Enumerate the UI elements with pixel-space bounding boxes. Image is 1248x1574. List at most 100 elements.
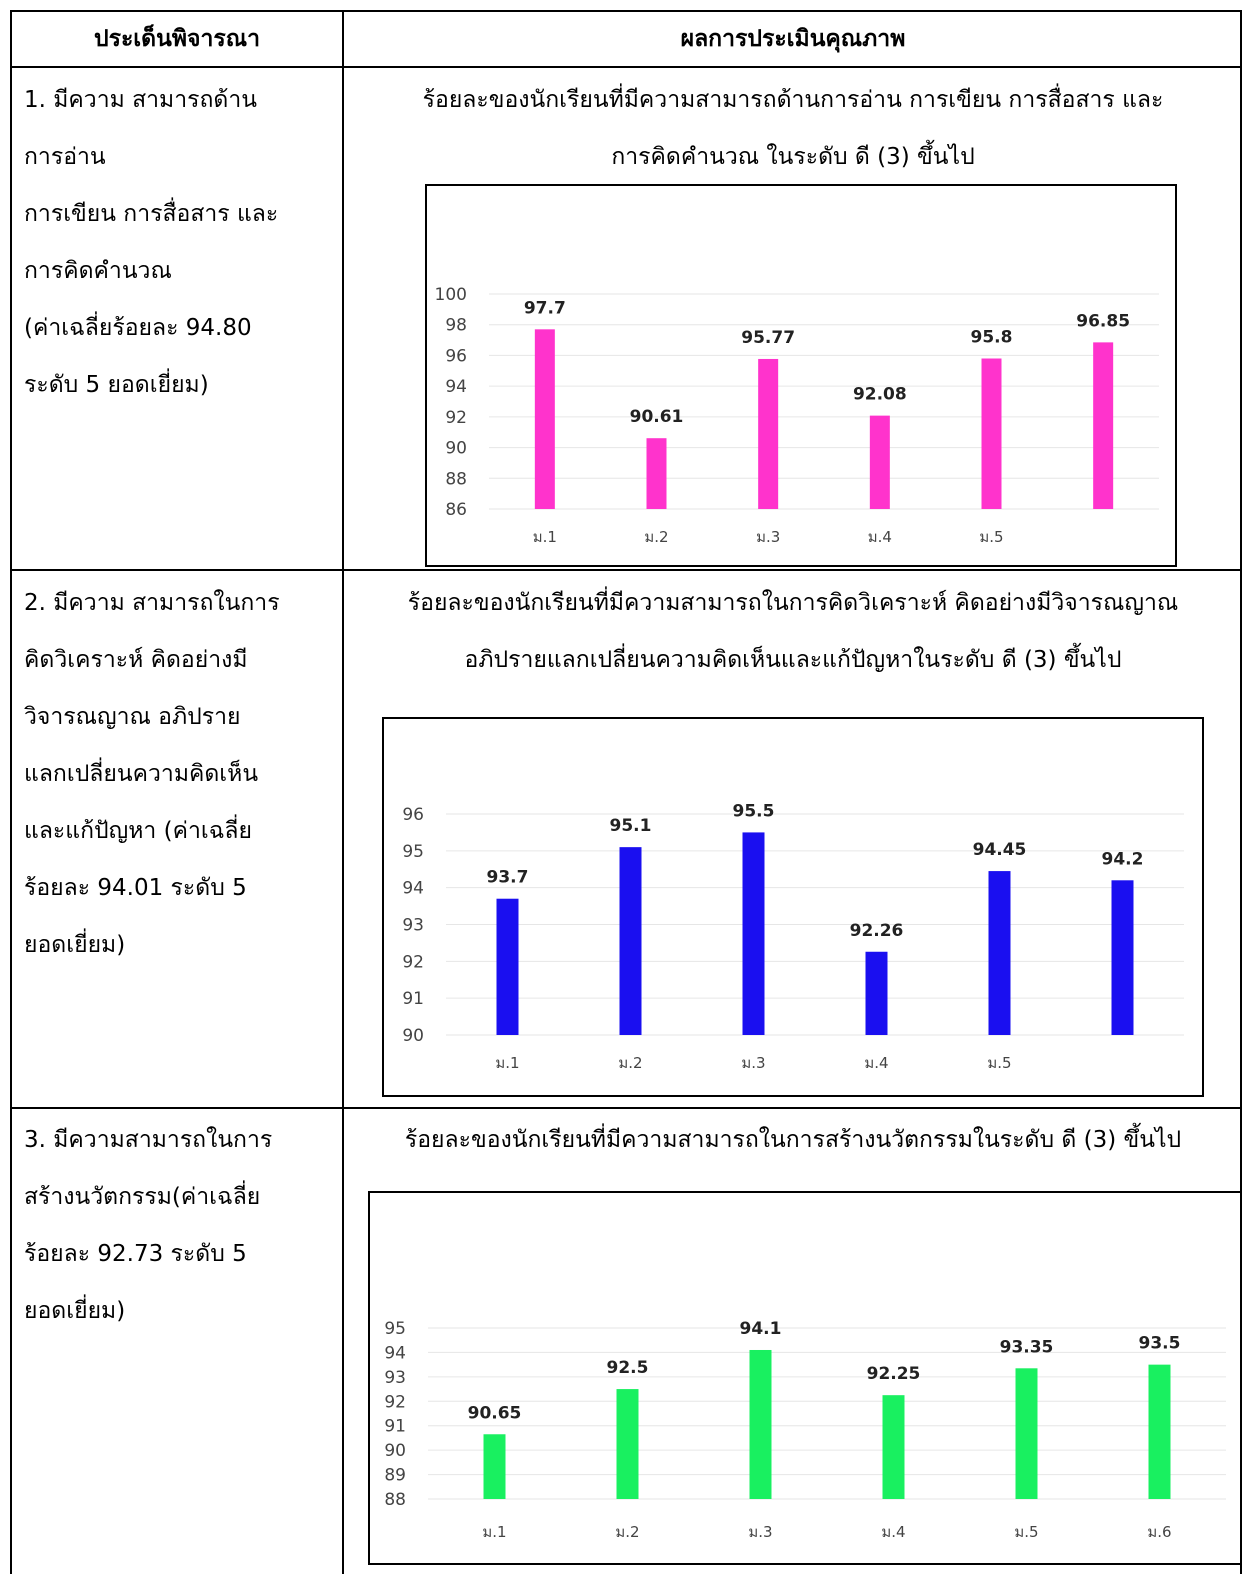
criterion-line: และแก้ปัญหา (ค่าเฉลี่ย bbox=[24, 818, 252, 844]
criterion-line: (ค่าเฉลี่ยร้อยละ 94.80 bbox=[24, 315, 252, 341]
criterion-line: สร้างนวัตกรรม(ค่าเฉลี่ย bbox=[24, 1184, 261, 1210]
y-tick-label: 96 bbox=[402, 805, 424, 825]
chart-1: 100 98 96 94 92 90 88 86 97.7 90.61 95.77 92.08 95.8… bbox=[425, 184, 1177, 567]
x-tick-label: ม.4 bbox=[868, 528, 892, 546]
y-tick-label: 90 bbox=[445, 439, 467, 459]
bar bbox=[865, 951, 888, 1035]
header-results: ผลการประเมินคุณภาพ bbox=[680, 26, 906, 52]
criterion-line: ยอดเยี่ยม) bbox=[24, 932, 126, 958]
data-label: 96.85 bbox=[1076, 311, 1130, 331]
y-tick-label: 90 bbox=[384, 1441, 406, 1461]
data-label: 97.7 bbox=[524, 298, 566, 318]
y-tick-label: 93 bbox=[384, 1368, 406, 1388]
x-tick-label: ม.1 bbox=[533, 528, 557, 546]
criterion-line: ยอดเยี่ยม) bbox=[24, 1298, 126, 1324]
x-tick-label: ม.2 bbox=[618, 1054, 642, 1072]
bar bbox=[1111, 880, 1134, 1035]
criterion-2: 2. มีความ สามารถในการ คิดวิเคราะห์ คิดอย… bbox=[24, 575, 329, 974]
column-divider bbox=[342, 12, 344, 1574]
criterion-line: ระดับ 5 ยอดเยี่ยม) bbox=[24, 372, 209, 398]
y-tick-label: 89 bbox=[384, 1466, 406, 1486]
y-tick-label: 94 bbox=[384, 1343, 406, 1363]
bar-chart-svg: 96 95 94 93 92 91 90 93.7 95.1 95.5 92.26 94.45 94.2… bbox=[402, 801, 1184, 1072]
y-tick-label: 91 bbox=[402, 989, 424, 1009]
y-tick-label: 88 bbox=[445, 469, 467, 489]
y-tick-label: 94 bbox=[402, 879, 424, 899]
bar-chart-svg: 100 98 96 94 92 90 88 86 97.7 90.61 95.77 92.08 95.8… bbox=[435, 285, 1159, 546]
title-line: อภิปรายแลกเปลี่ยนความคิดเห็นและแก้ปัญหาใ… bbox=[464, 647, 1122, 673]
criterion-line: ร้อยละ 92.73 ระดับ 5 bbox=[24, 1241, 247, 1267]
data-label: 93.35 bbox=[1000, 1337, 1054, 1357]
x-tick-label: ม.1 bbox=[495, 1054, 519, 1072]
criterion-3: 3. มีความสามารถในการ สร้างนวัตกรรม(ค่าเฉ… bbox=[24, 1112, 329, 1340]
data-label: 95.8 bbox=[971, 328, 1013, 348]
criterion-line: คิดวิเคราะห์ คิดอย่างมี bbox=[24, 647, 248, 673]
data-label: 94.45 bbox=[973, 840, 1027, 860]
bar bbox=[988, 871, 1011, 1035]
y-tick-label: 95 bbox=[384, 1319, 406, 1339]
y-tick-label: 92 bbox=[384, 1392, 406, 1412]
criterion-line: แลกเปลี่ยนความคิดเห็น bbox=[24, 761, 259, 787]
bar bbox=[981, 358, 1002, 509]
x-tick-label: ม.5 bbox=[979, 528, 1003, 546]
chart-2: 96 95 94 93 92 91 90 93.7 95.1 95.5 92.26 94.45 94.2… bbox=[382, 717, 1204, 1097]
bar bbox=[616, 1389, 639, 1499]
data-label: 95.77 bbox=[741, 328, 795, 348]
y-tick-label: 98 bbox=[445, 316, 467, 336]
bar bbox=[882, 1395, 905, 1499]
title-line: การคิดคำนวณ ในระดับ ดี (3) ขึ้นไป bbox=[611, 144, 975, 170]
x-tick-label: ม.3 bbox=[741, 1054, 765, 1072]
y-tick-label: 100 bbox=[435, 285, 467, 305]
bar bbox=[742, 832, 765, 1035]
bar bbox=[1148, 1364, 1171, 1499]
x-tick-label: ม.4 bbox=[864, 1054, 888, 1072]
y-tick-label: 93 bbox=[402, 916, 424, 936]
bar bbox=[646, 438, 667, 509]
y-tick-label: 86 bbox=[445, 500, 467, 520]
row-divider bbox=[12, 569, 1240, 571]
criterion-line: 2. มีความ สามารถในการ bbox=[24, 590, 280, 616]
title-line: ร้อยละของนักเรียนที่มีความสามารถในการคิด… bbox=[407, 590, 1179, 616]
criterion-1: 1. มีความ สามารถด้าน การอ่าน การเขียน กา… bbox=[24, 72, 329, 414]
x-tick-label: ม.2 bbox=[644, 528, 668, 546]
criterion-line: ร้อยละ 94.01 ระดับ 5 bbox=[24, 875, 247, 901]
x-tick-label: ม.4 bbox=[881, 1523, 905, 1541]
bar bbox=[869, 415, 890, 509]
bar bbox=[758, 358, 779, 509]
x-tick-label: ม.5 bbox=[987, 1054, 1011, 1072]
data-label: 93.5 bbox=[1139, 1334, 1181, 1354]
x-tick-label: ม.3 bbox=[748, 1523, 772, 1541]
data-label: 90.61 bbox=[630, 407, 684, 427]
x-tick-label: ม.2 bbox=[615, 1523, 639, 1541]
bar bbox=[496, 898, 519, 1035]
x-tick-label: ม.5 bbox=[1014, 1523, 1038, 1541]
y-tick-label: 92 bbox=[402, 952, 424, 972]
title-line: ร้อยละของนักเรียนที่มีความสามารถด้านการอ… bbox=[422, 87, 1164, 113]
bar bbox=[1015, 1368, 1038, 1499]
bar bbox=[1093, 342, 1114, 509]
y-tick-label: 91 bbox=[384, 1417, 406, 1437]
data-label: 92.25 bbox=[867, 1364, 921, 1384]
data-label: 94.1 bbox=[740, 1319, 782, 1339]
criterion-line: การอ่าน bbox=[24, 144, 106, 170]
chart-1-title: ร้อยละของนักเรียนที่มีความสามารถด้านการอ… bbox=[344, 72, 1242, 186]
criterion-line: 3. มีความสามารถในการ bbox=[24, 1127, 273, 1153]
bar bbox=[483, 1434, 506, 1499]
header-criteria: ประเด็นพิจารณา bbox=[94, 26, 260, 52]
data-label: 92.26 bbox=[850, 921, 904, 941]
data-label: 92.5 bbox=[607, 1358, 649, 1378]
chart-3: 95 94 93 92 91 90 89 88 90.65 92.5 94.1 92.25 93.35 9… bbox=[368, 1191, 1242, 1565]
title-line: ร้อยละของนักเรียนที่มีความสามารถในการสร้… bbox=[404, 1127, 1182, 1153]
y-tick-label: 96 bbox=[445, 346, 467, 366]
data-label: 94.2 bbox=[1102, 849, 1144, 869]
x-tick-label: ม.1 bbox=[482, 1523, 506, 1541]
criterion-line: การคิดคำนวณ bbox=[24, 258, 172, 284]
y-tick-label: 94 bbox=[445, 377, 467, 397]
assessment-table: ประเด็นพิจารณา ผลการประเมินคุณภาพ 1. มีค… bbox=[10, 10, 1242, 1574]
chart-3-title: ร้อยละของนักเรียนที่มีความสามารถในการสร้… bbox=[344, 1112, 1242, 1169]
data-label: 93.7 bbox=[487, 868, 529, 888]
data-label: 90.65 bbox=[468, 1403, 522, 1423]
x-tick-label: ม.3 bbox=[756, 528, 780, 546]
y-tick-label: 88 bbox=[384, 1490, 406, 1510]
criterion-line: วิจารณญาณ อภิปราย bbox=[24, 704, 241, 730]
